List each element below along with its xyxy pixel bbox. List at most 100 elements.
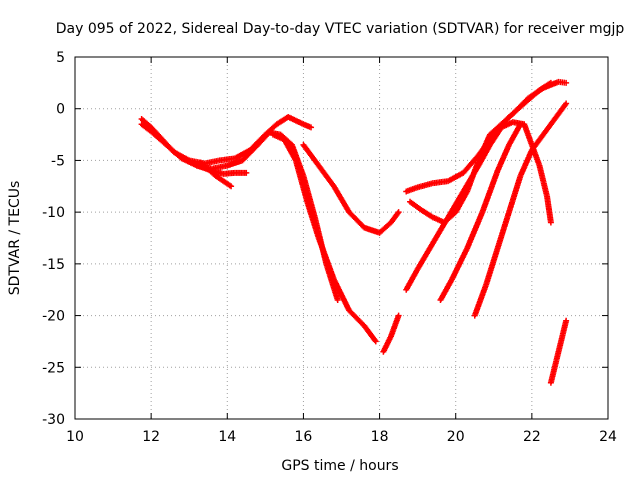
marker-trail bbox=[499, 112, 515, 127]
marker-trail bbox=[149, 129, 169, 147]
series-arc-13 bbox=[547, 317, 570, 386]
marker-trail bbox=[461, 153, 481, 175]
marker-trail bbox=[255, 130, 272, 147]
marker-trail bbox=[555, 319, 569, 354]
data-point bbox=[547, 219, 554, 226]
marker-trail bbox=[510, 96, 530, 116]
data-point bbox=[517, 121, 524, 128]
marker-trail bbox=[552, 101, 569, 121]
marker-trail bbox=[518, 148, 535, 178]
series-arc-10 bbox=[407, 78, 570, 226]
data-point bbox=[563, 317, 570, 324]
x-tick-label: 18 bbox=[371, 429, 389, 445]
y-tick-label: 0 bbox=[56, 102, 65, 118]
marker-trail bbox=[495, 143, 512, 173]
data-layer bbox=[138, 78, 570, 386]
series-arc-12 bbox=[471, 100, 570, 319]
series-arc-6 bbox=[300, 141, 402, 236]
marker-trail bbox=[464, 210, 485, 250]
grid-layer bbox=[75, 57, 608, 419]
marker-trail bbox=[214, 173, 233, 189]
y-tick-label: -5 bbox=[51, 153, 65, 169]
x-tick-label: 16 bbox=[295, 429, 313, 445]
series-arc-8 bbox=[403, 119, 554, 293]
marker-trail bbox=[381, 334, 394, 354]
marker-trail bbox=[488, 122, 504, 137]
marker-trail bbox=[377, 220, 393, 235]
marker-trail bbox=[198, 160, 218, 178]
marker-trail bbox=[404, 267, 420, 292]
marker-trail bbox=[282, 138, 298, 162]
x-tick-label: 12 bbox=[142, 429, 160, 445]
marker-trail bbox=[446, 170, 465, 184]
marker-trail bbox=[526, 85, 545, 101]
marker-trail bbox=[301, 143, 321, 168]
marker-trail bbox=[331, 277, 352, 312]
marker-trail bbox=[304, 200, 322, 240]
marker-trail bbox=[139, 122, 153, 134]
marker-trail bbox=[293, 159, 310, 204]
marker-trail bbox=[164, 143, 184, 161]
marker-trail bbox=[388, 210, 401, 225]
marker-trail bbox=[472, 283, 489, 318]
y-axis-label: SDTVAR / TECUs bbox=[7, 181, 23, 296]
data-point bbox=[563, 100, 570, 107]
series-arc-4 bbox=[197, 159, 235, 190]
marker-trail bbox=[544, 195, 554, 224]
marker-trail bbox=[529, 132, 546, 152]
data-point bbox=[308, 124, 315, 131]
x-tick-label: 24 bbox=[599, 429, 617, 445]
marker-trail bbox=[483, 246, 501, 286]
marker-trail bbox=[536, 164, 550, 198]
marker-trail bbox=[233, 147, 252, 161]
marker-trail bbox=[316, 236, 337, 281]
marker-trail bbox=[476, 133, 493, 162]
series-arc-11 bbox=[437, 121, 524, 304]
data-point bbox=[395, 209, 402, 216]
marker-trail bbox=[347, 308, 367, 328]
marker-trail bbox=[419, 207, 435, 220]
marker-trail bbox=[449, 246, 470, 281]
chart-title: Day 095 of 2022, Sidereal Day-to-day VTE… bbox=[56, 21, 625, 37]
x-axis-label: GPS time / hours bbox=[281, 458, 398, 474]
marker-trail bbox=[506, 174, 523, 214]
marker-trail bbox=[316, 163, 336, 188]
plot-frame bbox=[74, 56, 609, 420]
marker-trail bbox=[362, 324, 378, 344]
y-tick-label: 5 bbox=[56, 50, 65, 66]
marker-trail bbox=[521, 122, 535, 147]
marker-trail bbox=[415, 241, 436, 271]
y-tick-label: -20 bbox=[42, 309, 65, 325]
marker-trail bbox=[331, 184, 352, 214]
x-tick-label: 20 bbox=[447, 429, 465, 445]
marker-trail bbox=[438, 277, 455, 302]
marker-trail bbox=[431, 178, 450, 186]
data-point bbox=[334, 297, 341, 304]
data-point bbox=[228, 183, 235, 190]
x-tick-label: 22 bbox=[523, 429, 541, 445]
marker-trail bbox=[479, 169, 501, 214]
series-arc-7 bbox=[380, 312, 402, 355]
tick-layer: 10 12 14 16 18 20 22 24 5 0 -5 -10 -15 -20 -25 -30 bbox=[42, 50, 617, 445]
marker-trail bbox=[495, 210, 512, 250]
marker-trail bbox=[240, 143, 260, 163]
marker-trail bbox=[442, 210, 458, 225]
series-arc-5 bbox=[269, 131, 379, 345]
y-tick-label: -25 bbox=[42, 360, 65, 376]
y-tick-label: -10 bbox=[42, 205, 65, 221]
marker-trail bbox=[416, 180, 435, 190]
x-tick-label: 14 bbox=[218, 429, 236, 445]
marker-trail bbox=[139, 117, 153, 130]
data-point bbox=[372, 338, 379, 345]
x-tick-label: 10 bbox=[66, 429, 84, 445]
data-point bbox=[243, 169, 250, 176]
marker-trail bbox=[347, 210, 367, 230]
marker-trail bbox=[557, 79, 568, 86]
marker-trail bbox=[408, 199, 424, 213]
marker-trail bbox=[541, 117, 557, 137]
data-point bbox=[563, 79, 570, 86]
marker-trail bbox=[506, 122, 523, 147]
marker-trail bbox=[388, 314, 402, 338]
marker-trail bbox=[362, 225, 382, 236]
